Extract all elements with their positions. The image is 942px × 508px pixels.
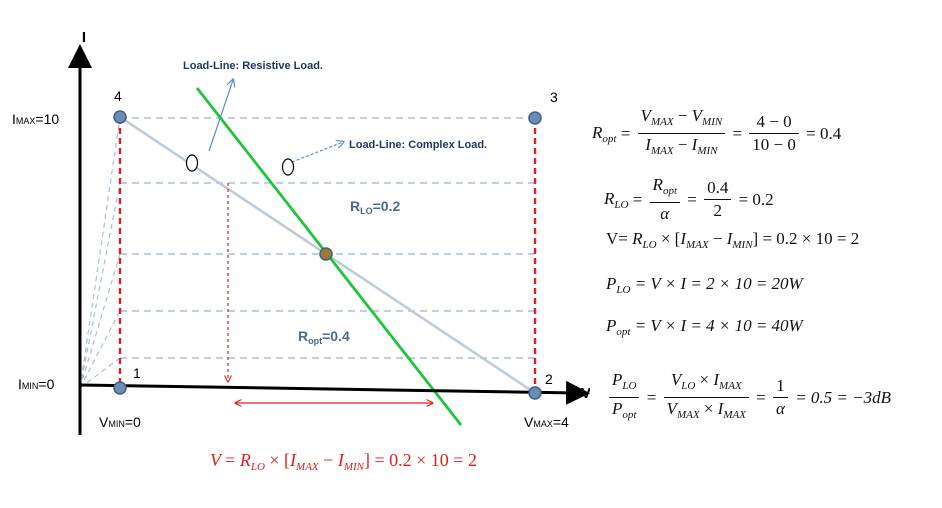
plo-equation: PLO = V × I = 2 × 10 = 20W bbox=[606, 274, 803, 296]
load-line-diagram: I V IMAX=10 IMIN=0 VMIN=0 VMAX=4 4 3 1 2… bbox=[12, 29, 590, 435]
point-4-label: 4 bbox=[114, 88, 122, 104]
resistive-annotation-arrow bbox=[208, 80, 233, 152]
bottom-voltage-equation: V = RLO × [IMAX − IMIN] = 0.2 × 10 = 2 bbox=[210, 450, 477, 473]
point-2 bbox=[528, 386, 542, 400]
vmax-label: VMAX=4 bbox=[524, 414, 569, 430]
rlo-label: RLO=0.2 bbox=[350, 198, 400, 216]
vmin-label: VMIN=0 bbox=[99, 414, 141, 430]
complex-annotation-arrow bbox=[291, 142, 343, 163]
imax-label: IMAX=10 bbox=[12, 111, 59, 127]
operating-point bbox=[319, 247, 333, 261]
complex-marker-ellipse bbox=[281, 158, 295, 176]
point-3 bbox=[528, 111, 542, 125]
x-axis bbox=[79, 380, 590, 405]
point-1 bbox=[113, 381, 127, 395]
point-3-label: 3 bbox=[550, 89, 558, 105]
point-4 bbox=[113, 110, 127, 124]
point-2-label: 2 bbox=[545, 371, 553, 387]
resistive-load-annotation: Load-Line: Resistive Load. bbox=[183, 60, 323, 72]
y-axis-label: I bbox=[82, 29, 86, 46]
ropt-label: Ropt=0.4 bbox=[298, 328, 350, 346]
voltage-equation: V= RLO × [IMAX − IMIN] = 0.2 × 10 = 2 bbox=[606, 229, 860, 251]
popt-equation: Popt = V × I = 4 × 10 = 40W bbox=[606, 316, 803, 338]
origin-fan-lines bbox=[79, 117, 121, 389]
power-ratio-equation: PLO Popt = VLO × IMAX VMAX × IMAX = 1 α … bbox=[606, 370, 891, 425]
x-axis-label: V bbox=[581, 385, 590, 402]
resistive-marker-ellipse bbox=[185, 154, 199, 172]
grid-lines bbox=[120, 117, 535, 359]
complex-load-annotation: Load-Line: Complex Load. bbox=[349, 139, 487, 151]
ropt-equation: Ropt = VMAX − VMIN IMAX − IMIN = 4 − 0 1… bbox=[592, 106, 842, 157]
imin-label: IMIN=0 bbox=[18, 376, 55, 392]
rlo-equation: RLO = Ropt α = 0.4 2 = 0.2 bbox=[604, 175, 774, 223]
point-1-label: 1 bbox=[133, 365, 141, 381]
